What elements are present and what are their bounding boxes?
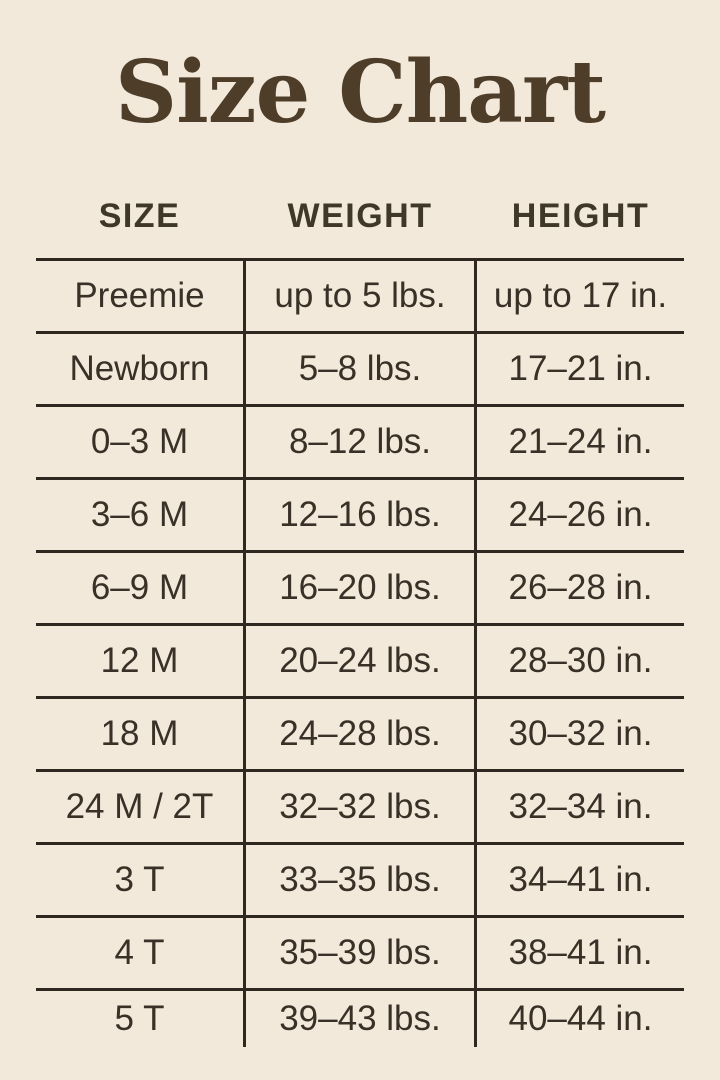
- height-cell: 40–44 in.: [508, 999, 653, 1038]
- size-cell: 5 T: [114, 999, 165, 1038]
- height-cell: 17–21 in.: [508, 349, 653, 388]
- height-cell: 26–28 in.: [508, 568, 653, 607]
- size-table: Preemie up to 5 lbs. up to 17 in. Newbor…: [36, 258, 684, 1047]
- weight-cell: 8–12 lbs.: [242, 407, 478, 477]
- height-cell: 30–32 in.: [508, 714, 653, 753]
- weight-cell: 24–28 lbs.: [242, 699, 478, 769]
- table-row-24m-2t: 24 M / 2T 32–32 lbs. 32–34 in.: [36, 772, 684, 845]
- table-row-newborn: Newborn 5–8 lbs. 17–21 in.: [36, 334, 684, 407]
- table-row-3t: 3 T 33–35 lbs. 34–41 in.: [36, 845, 684, 918]
- height-cell: 38–41 in.: [508, 933, 653, 972]
- table-row-5t: 5 T 39–43 lbs. 40–44 in.: [36, 991, 684, 1047]
- size-cell: Newborn: [69, 349, 210, 388]
- size-cell: 3 T: [114, 860, 165, 899]
- size-cell: 0–3 M: [90, 422, 189, 461]
- column-header-size: SIZE: [98, 197, 181, 235]
- size-cell: 3–6 M: [90, 495, 189, 534]
- table-row-0-3m: 0–3 M 8–12 lbs. 21–24 in.: [36, 407, 684, 480]
- weight-cell: 16–20 lbs.: [242, 553, 478, 623]
- height-cell: 34–41 in.: [508, 860, 653, 899]
- column-header-weight: WEIGHT: [287, 197, 433, 235]
- weight-cell: 33–35 lbs.: [242, 845, 478, 915]
- size-cell: Preemie: [74, 276, 205, 315]
- table-row-3-6m: 3–6 M 12–16 lbs. 24–26 in.: [36, 480, 684, 553]
- table-row-4t: 4 T 35–39 lbs. 38–41 in.: [36, 918, 684, 991]
- table-row-6-9m: 6–9 M 16–20 lbs. 26–28 in.: [36, 553, 684, 626]
- size-cell: 18 M: [100, 714, 179, 753]
- weight-cell: 32–32 lbs.: [242, 772, 478, 842]
- weight-cell: 12–16 lbs.: [242, 480, 478, 550]
- size-cell: 4 T: [114, 933, 165, 972]
- column-header-height: HEIGHT: [511, 197, 650, 235]
- weight-cell: 35–39 lbs.: [242, 918, 478, 988]
- weight-cell: 39–43 lbs.: [242, 991, 478, 1047]
- weight-cell: 5–8 lbs.: [242, 334, 478, 404]
- table-row-preemie: Preemie up to 5 lbs. up to 17 in.: [36, 261, 684, 334]
- height-cell: 24–26 in.: [508, 495, 653, 534]
- size-cell: 24 M / 2T: [65, 787, 214, 826]
- height-cell: 28–30 in.: [508, 641, 653, 680]
- size-cell: 6–9 M: [90, 568, 189, 607]
- height-cell: up to 17 in.: [493, 276, 668, 315]
- page-title: Size Chart: [114, 42, 606, 143]
- height-cell: 21–24 in.: [508, 422, 653, 461]
- height-cell: 32–34 in.: [508, 787, 653, 826]
- weight-cell: 20–24 lbs.: [242, 626, 478, 696]
- table-header-row: SIZE WEIGHT HEIGHT: [36, 148, 684, 258]
- size-cell: 12 M: [100, 641, 179, 680]
- weight-cell: up to 5 lbs.: [242, 261, 478, 331]
- table-row-12m: 12 M 20–24 lbs. 28–30 in.: [36, 626, 684, 699]
- table-row-18m: 18 M 24–28 lbs. 30–32 in.: [36, 699, 684, 772]
